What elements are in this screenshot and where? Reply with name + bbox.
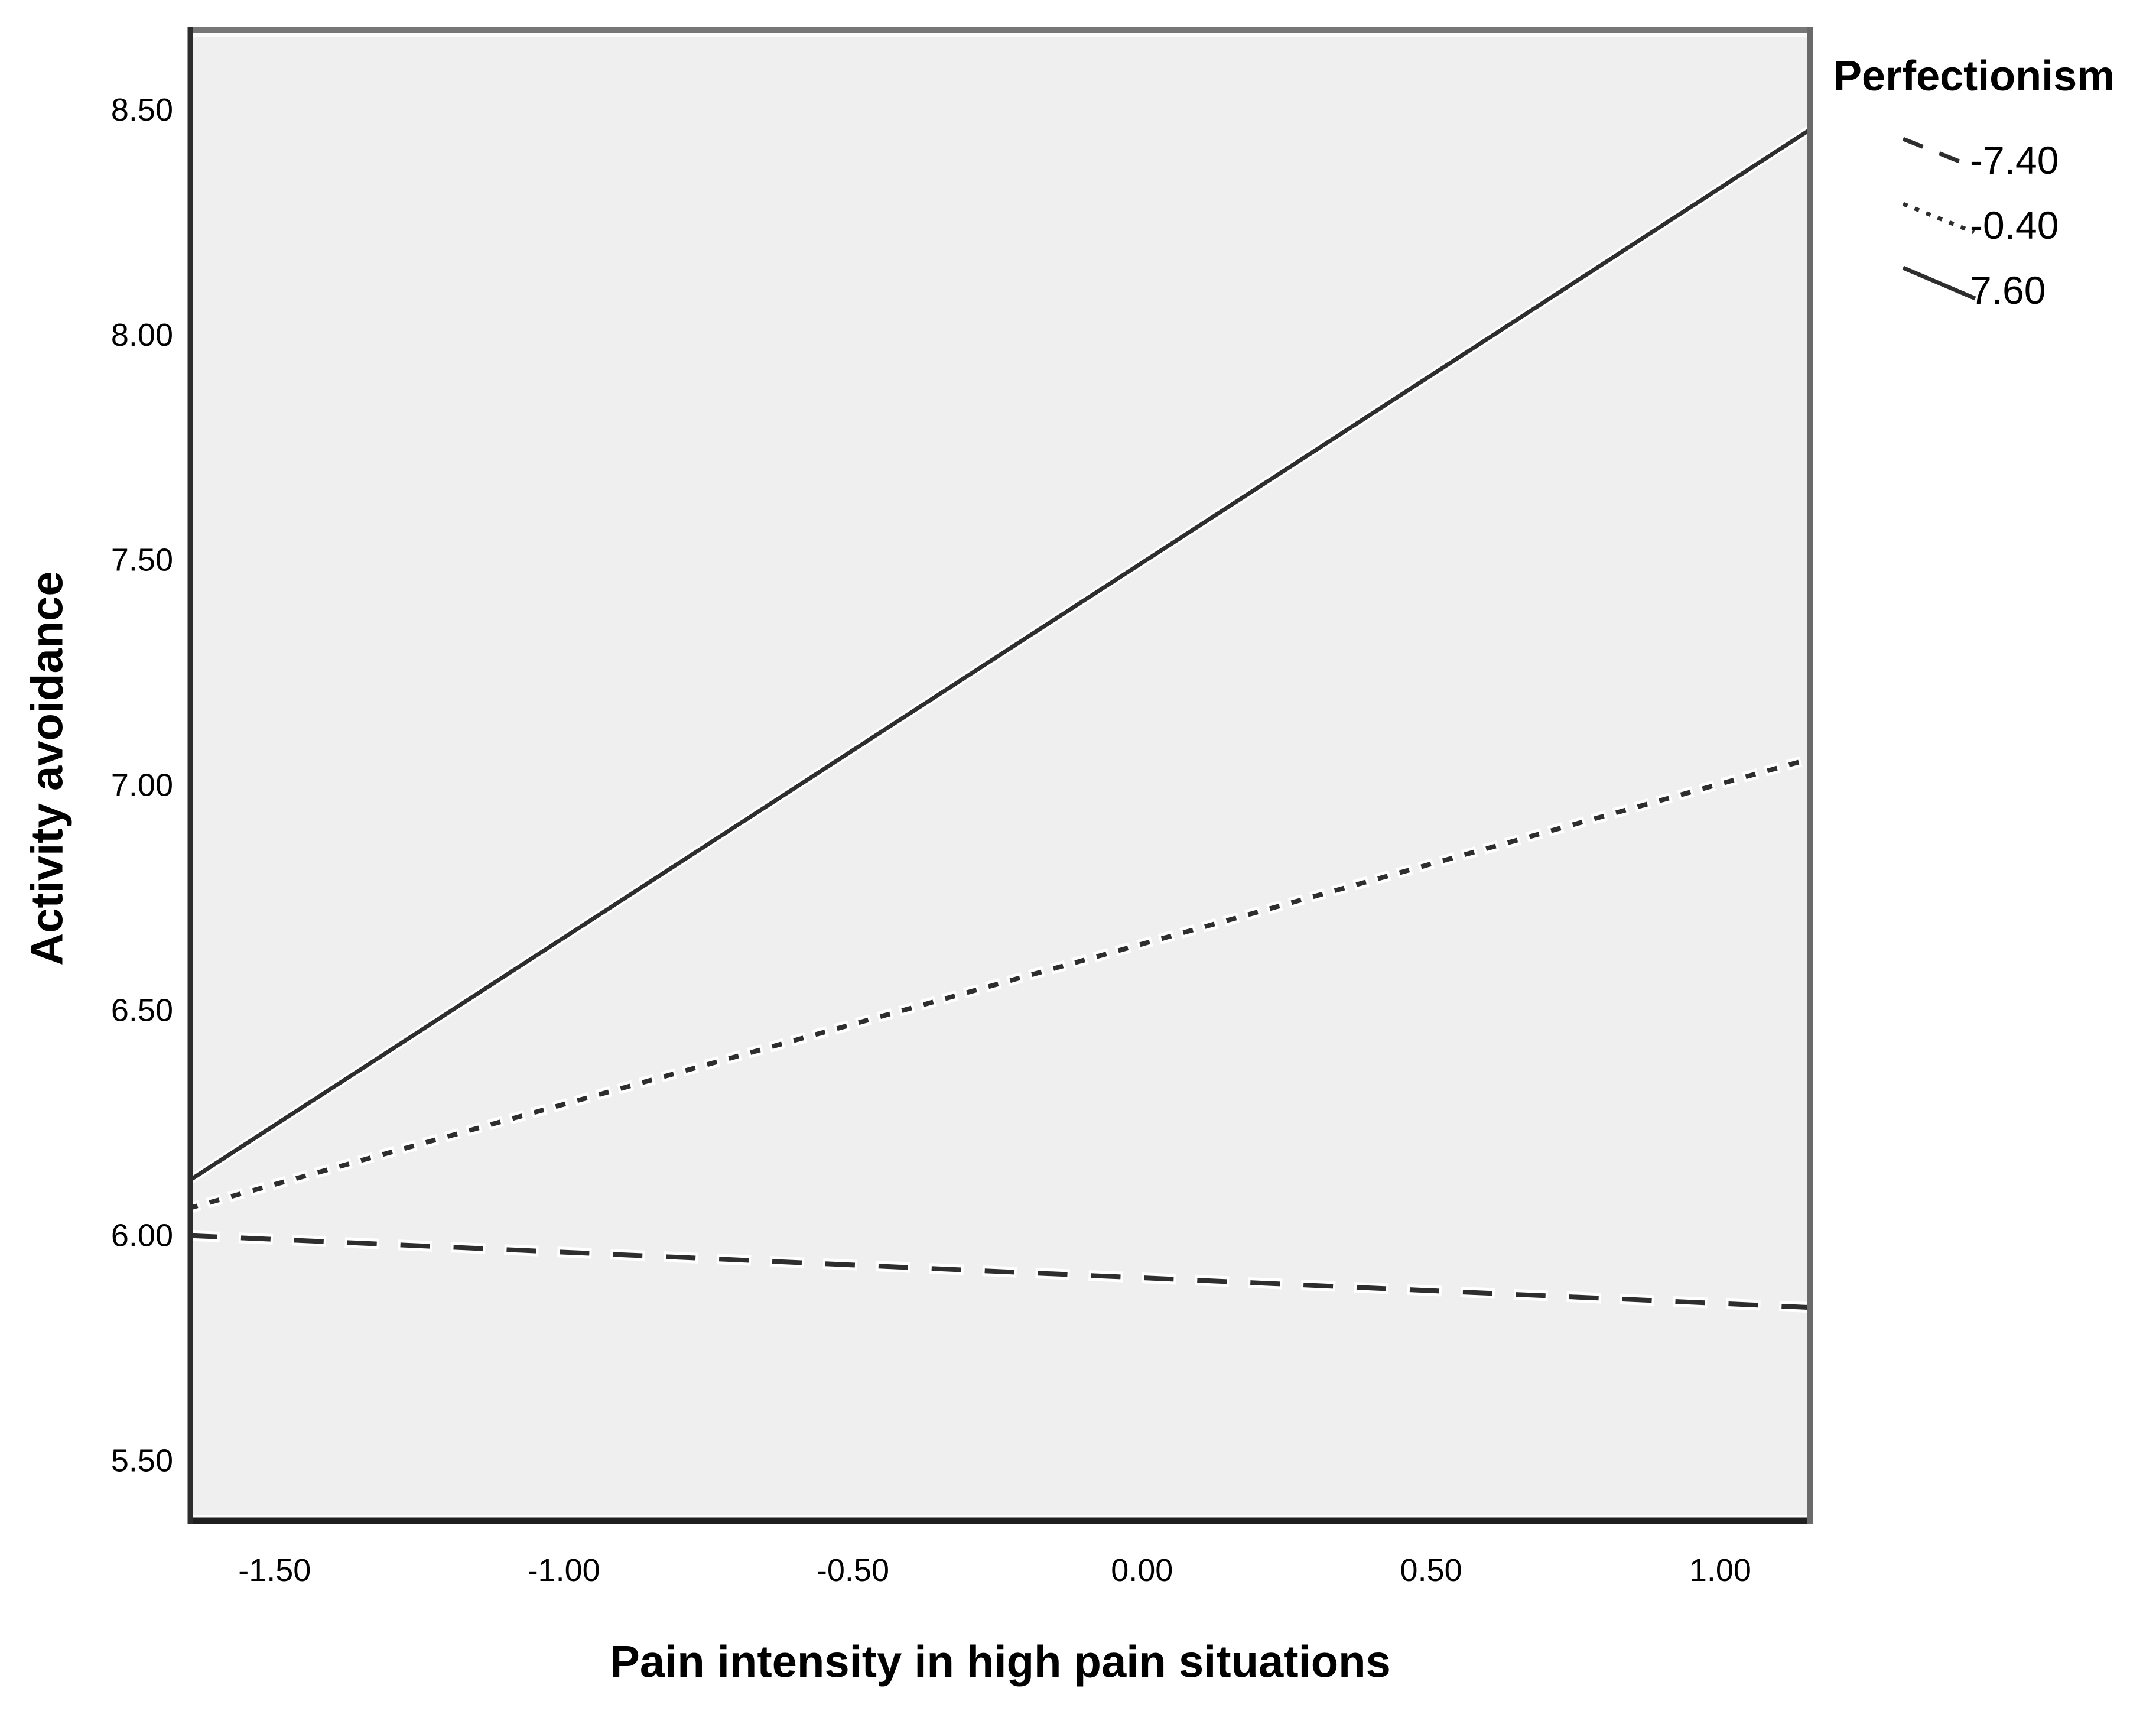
- legend-entry-label: 7.60: [1970, 268, 2046, 312]
- y-tick-label: 8.00: [111, 317, 173, 353]
- x-tick-label: -1.50: [238, 1553, 311, 1588]
- y-tick-label: 6.50: [111, 993, 173, 1028]
- plot-frame: [187, 27, 1813, 1524]
- y-tick-label: 6.00: [111, 1217, 173, 1253]
- axis-tick-labels: 5.50 6.00 6.50 7.00 7.50 8.00 8.50 -1.50 -1.00 -0…: [111, 92, 1751, 1588]
- series-group: [193, 126, 1807, 1313]
- legend-entry-label: -7.40: [1970, 138, 2059, 182]
- x-tick-label: -1.00: [528, 1553, 600, 1588]
- x-tick-label: 1.00: [1689, 1553, 1751, 1588]
- legend-entry: -0.40: [1898, 202, 2115, 248]
- legend-title: Perfectionism: [1833, 53, 2115, 100]
- legend-line-swatch-dotted: [1902, 202, 1975, 235]
- legend-line-swatch-solid: [1902, 265, 1976, 301]
- series-line-dashed: [193, 1233, 1807, 1310]
- series-line-halo-dotted: [193, 754, 1807, 1213]
- y-axis-title: Activity avoidance: [22, 571, 73, 966]
- y-tick-label: 8.50: [111, 92, 173, 128]
- legend-entry-label: -0.40: [1970, 203, 2059, 247]
- x-tick-label: -0.50: [817, 1553, 889, 1588]
- legend-entry: -7.40: [1898, 137, 2115, 183]
- y-tick-label: 7.50: [111, 543, 173, 578]
- y-tick-label: 7.00: [111, 768, 173, 803]
- x-axis-title: Pain intensity in high pain situations: [610, 1637, 1391, 1687]
- y-tick-label: 5.50: [111, 1443, 173, 1478]
- series-line-solid: [193, 129, 1807, 1181]
- legend-entries: -7.40 -0.40 7.60: [1829, 137, 2115, 313]
- legend: Perfectionism -7.40 -0.40 7.60: [1829, 48, 2115, 313]
- legend-line-swatch-dashed: [1902, 137, 1975, 170]
- legend-entry: 7.60: [1898, 265, 2115, 313]
- x-tick-label: 0.00: [1111, 1553, 1173, 1588]
- x-tick-label: 0.50: [1400, 1553, 1462, 1588]
